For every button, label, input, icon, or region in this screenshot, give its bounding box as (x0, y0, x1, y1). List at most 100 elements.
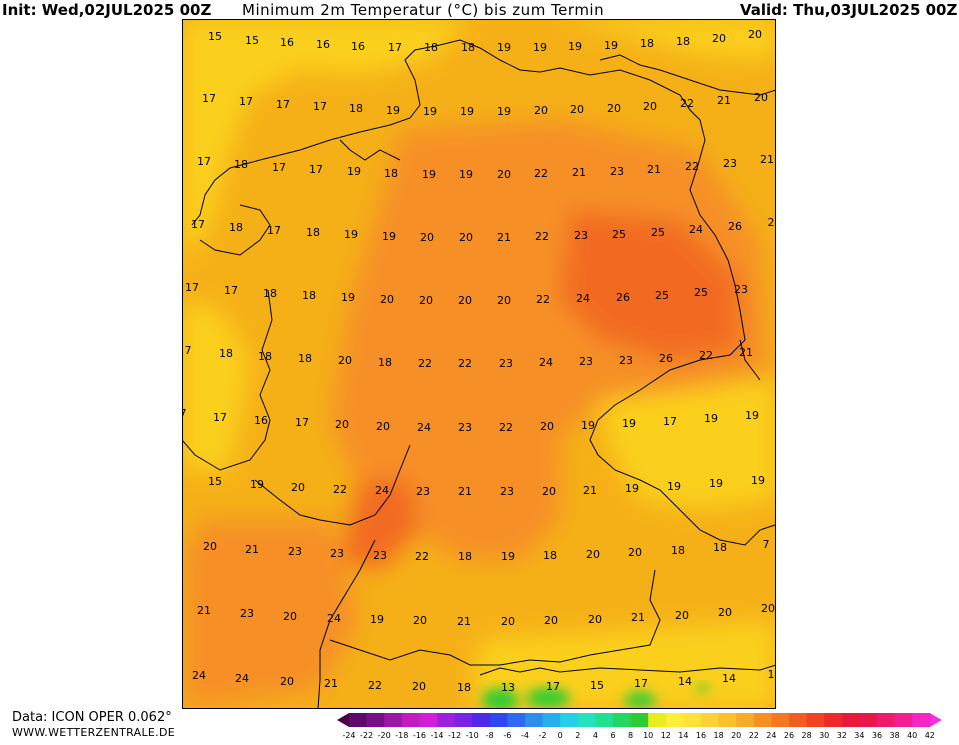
scale-swatch (472, 713, 491, 727)
temperature-value: 17 (388, 41, 402, 54)
scale-tick-label: 8 (628, 731, 633, 740)
temperature-value: 19 (581, 419, 595, 432)
temperature-value: 18 (258, 350, 272, 363)
temperature-value: 24 (539, 356, 553, 369)
temperature-value: 19 (751, 474, 765, 487)
temperature-value: 7 (185, 344, 192, 357)
valid-time-label: Valid: Thu,03JUL2025 00Z (740, 1, 958, 19)
temperature-value: 22 (368, 679, 382, 692)
scale-swatch (384, 713, 403, 727)
temperature-value: 23 (288, 545, 302, 558)
cold-alpine-areas (482, 683, 708, 709)
map-title: Minimum 2m Temperatur (°C) bis zum Termi… (242, 1, 605, 19)
scale-tick-label: -18 (395, 731, 408, 740)
temperature-value: 20 (412, 680, 426, 693)
temperature-value: 17 (202, 92, 216, 105)
temperature-value: 21 (583, 484, 597, 497)
temperature-value: 20 (413, 614, 427, 627)
scale-swatch (525, 713, 544, 727)
temperature-value: 24 (576, 292, 590, 305)
temperature-value: 19 (533, 41, 547, 54)
temperature-value: 21 (458, 485, 472, 498)
temperature-value: 22 (499, 421, 513, 434)
temperature-value: 22 (535, 230, 549, 243)
scale-tick-label: 28 (802, 731, 812, 740)
temperature-value: 19 (745, 409, 759, 422)
temperature-value: 18 (543, 549, 557, 562)
temperature-value: 18 (229, 221, 243, 234)
temperature-value: 18 (349, 102, 363, 115)
temperature-value: 20 (718, 606, 732, 619)
temperature-value: 20 (570, 103, 584, 116)
temperature-value: 19 (250, 478, 264, 491)
temperature-value: 19 (709, 477, 723, 490)
scale-tick-label: 20 (731, 731, 741, 740)
temperature-value: 22 (680, 97, 694, 110)
temperature-value: 21 (647, 163, 661, 176)
scale-tick-label: -20 (378, 731, 391, 740)
temperature-value: 7 (763, 538, 770, 551)
scale-swatch (437, 713, 456, 727)
temperature-value: 23 (458, 421, 472, 434)
temperature-value: 19 (422, 168, 436, 181)
scale-tick-label: -6 (503, 731, 511, 740)
scale-swatch (454, 713, 473, 727)
temperature-value: 17 (272, 161, 286, 174)
temperature-value: 20 (643, 100, 657, 113)
temperature-value: 20 (544, 614, 558, 627)
temperature-value: 24 (327, 612, 341, 625)
temperature-value: 25 (651, 226, 665, 239)
temperature-value: 17 (309, 163, 323, 176)
temperature-value: 20 (203, 540, 217, 553)
temperature-field-shading (182, 19, 776, 709)
temperature-value: 22 (458, 357, 472, 370)
temperature-value: 18 (219, 347, 233, 360)
scale-swatch (507, 713, 526, 727)
temperature-value: 19 (423, 105, 437, 118)
scale-arrow-left (337, 713, 349, 727)
scale-swatch (542, 713, 561, 727)
temperature-value: 20 (291, 481, 305, 494)
init-time-label: Init: Wed,02JUL2025 00Z (2, 1, 212, 19)
temperature-value: 18 (306, 226, 320, 239)
temperature-value: 19 (386, 104, 400, 117)
scale-swatch (489, 713, 508, 727)
temperature-value: 17 (185, 281, 199, 294)
scale-tick-label: -4 (521, 731, 529, 740)
scale-swatch (595, 713, 614, 727)
scale-swatch (894, 713, 913, 727)
scale-tick-label: -14 (430, 731, 443, 740)
temperature-value: 21 (717, 94, 731, 107)
scale-tick-label: 4 (593, 731, 598, 740)
scale-swatch (859, 713, 878, 727)
map-frame (182, 19, 776, 709)
scale-swatch (419, 713, 438, 727)
scale-swatch (613, 713, 632, 727)
temperature-value: 23 (574, 229, 588, 242)
scale-tick-label: 6 (610, 731, 615, 740)
temperature-value: 19 (501, 550, 515, 563)
temperature-value: 16 (280, 36, 294, 49)
temperature-value: 24 (689, 223, 703, 236)
scale-swatch (753, 713, 772, 727)
temperature-value: 18 (378, 356, 392, 369)
temperature-value: 20 (542, 485, 556, 498)
scale-swatch (560, 713, 579, 727)
temperature-map: 15 15 16 16 16 17 18 18 19 19 19 19 18 18 20 20 17 17 17 17… (182, 19, 776, 709)
temperature-value: 20 (420, 231, 434, 244)
temperature-value: 24 (417, 421, 431, 434)
temperature-value: 19 (568, 40, 582, 53)
temperature-value: 20 (712, 32, 726, 45)
scale-swatch (577, 713, 596, 727)
scale-tick-label: 14 (678, 731, 688, 740)
color-scale-bar: -24 -22 -20 -18 -16 -14 -12 -10 -8 -6 -4 -2 0 2 4 6 8 10 1… (337, 713, 942, 740)
scale-tick-label: -22 (360, 731, 373, 740)
scale-tick-label: 40 (907, 731, 917, 740)
temperature-value: 25 (612, 228, 626, 241)
scale-tick-label: 32 (837, 731, 847, 740)
temperature-value: 14 (722, 672, 736, 685)
temperature-value: 19 (341, 291, 355, 304)
temperature-value: 20 (419, 294, 433, 307)
temperature-value: 26 (728, 220, 742, 233)
